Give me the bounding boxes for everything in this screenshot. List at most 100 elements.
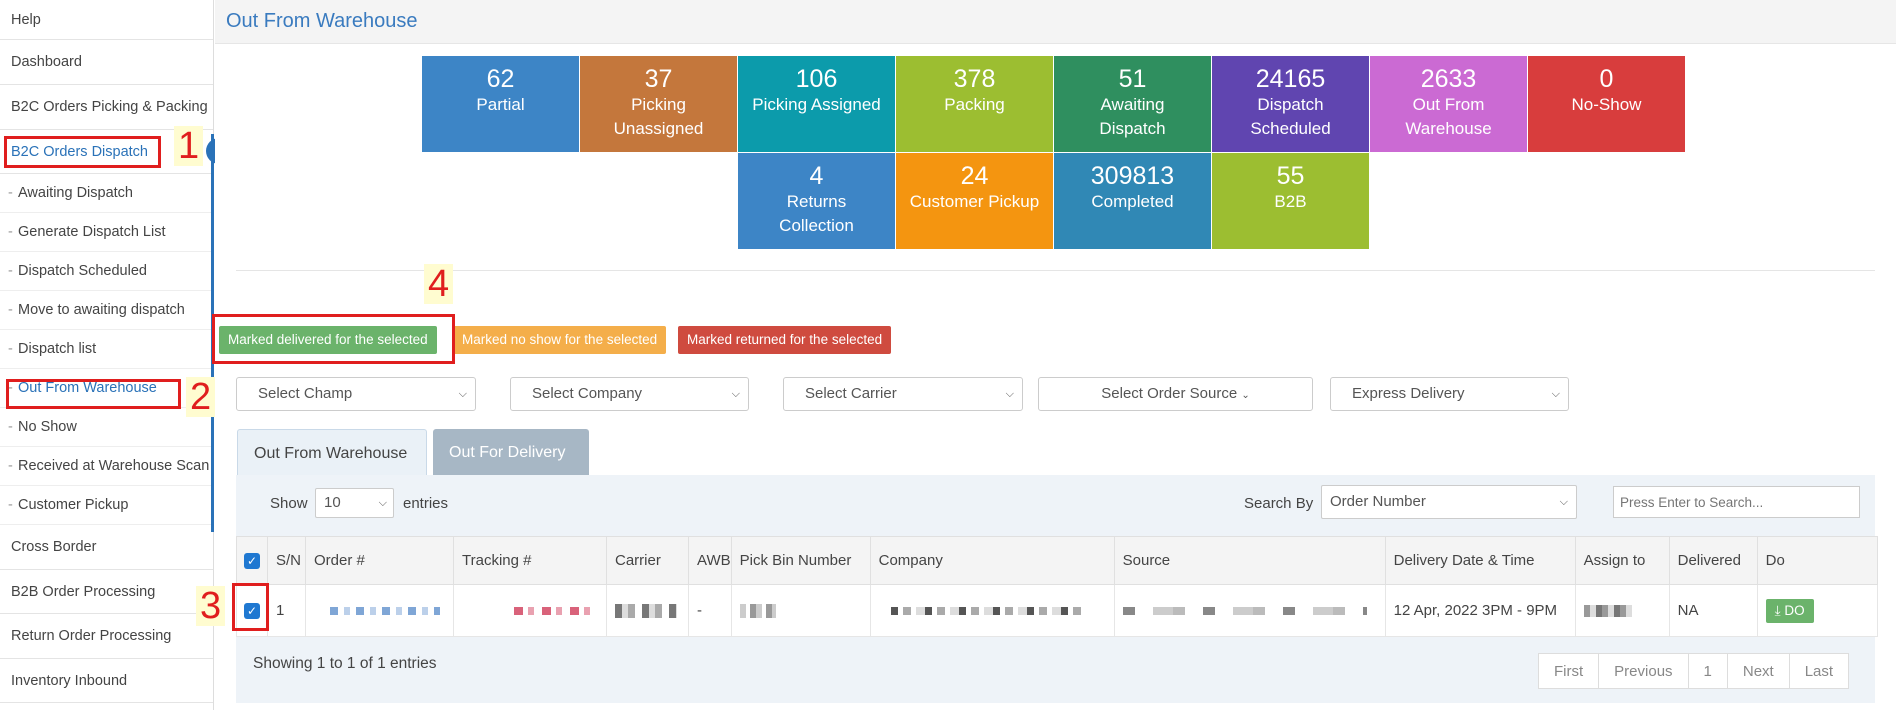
show-label: Show: [270, 495, 308, 512]
annotation-box-2: [6, 379, 181, 409]
select-all-checkbox[interactable]: ✓: [244, 553, 260, 570]
sidebar-sub-awaiting-dispatch[interactable]: Awaiting Dispatch: [0, 174, 213, 213]
status-tile[interactable]: 378 Packing: [896, 56, 1053, 152]
cell-order[interactable]: [305, 584, 454, 637]
page-previous[interactable]: Previous: [1598, 653, 1689, 689]
status-tile[interactable]: 24 Customer Pickup: [896, 153, 1053, 249]
tile-count: 51: [1118, 65, 1147, 93]
annotation-label-3: 3: [196, 586, 226, 626]
entries-select[interactable]: 10 ⌵: [315, 488, 394, 518]
select-company-label: Select Company: [532, 385, 643, 402]
select-carrier-label: Select Carrier: [805, 385, 897, 402]
sidebar-sub-received-scan[interactable]: Received at Warehouse Scan: [0, 447, 213, 486]
do-label: DO: [1784, 602, 1805, 618]
sidebar-sub-no-show[interactable]: No Show: [0, 408, 213, 447]
entries-label: entries: [403, 495, 449, 512]
tile-count: 2633: [1420, 65, 1477, 93]
cell-sn: 1: [267, 584, 306, 637]
tile-count: 24: [960, 162, 989, 190]
mark-no-show-button[interactable]: Marked no show for the selected: [453, 326, 667, 354]
tile-label: Picking: [631, 95, 686, 114]
status-tile[interactable]: 2633 Out From Warehouse: [1370, 56, 1527, 152]
mark-delivered-button[interactable]: Marked delivered for the selected: [219, 326, 437, 354]
col-delivered[interactable]: Delivered: [1668, 536, 1758, 585]
sidebar-item-b2c-picking-packing[interactable]: B2C Orders Picking & Packing: [0, 85, 213, 130]
select-carrier[interactable]: Select Carrier ⌵: [783, 377, 1023, 411]
annotation-box-1: [4, 136, 161, 168]
sidebar-item-inventory-inbound[interactable]: Inventory Inbound: [0, 659, 213, 703]
sidebar-item-help[interactable]: Help: [0, 0, 213, 40]
status-tile[interactable]: 51 Awaiting Dispatch: [1054, 56, 1211, 152]
sidebar: Help Dashboard B2C Orders Picking & Pack…: [0, 0, 220, 710]
cell-do: ⤓ DO: [1756, 584, 1879, 637]
sidebar-sub-dispatch-list[interactable]: Dispatch list: [0, 330, 213, 369]
tile-label-line2: Dispatch: [1099, 119, 1166, 138]
page-1[interactable]: 1: [1687, 653, 1728, 689]
col-pick-bin[interactable]: Pick Bin Number: [730, 536, 871, 585]
cell-carrier: [606, 584, 689, 637]
search-input[interactable]: [1613, 486, 1860, 518]
sidebar-sub-move-to-awaiting[interactable]: Move to awaiting dispatch: [0, 291, 213, 330]
tab-out-for-delivery[interactable]: Out For Delivery: [433, 429, 589, 476]
sidebar-sub-customer-pickup[interactable]: Customer Pickup: [0, 486, 213, 525]
annotation-label-4: 4: [424, 264, 454, 304]
chevron-down-icon: ⌵: [1005, 388, 1014, 400]
cell-tracking[interactable]: [453, 584, 607, 637]
select-company[interactable]: Select Company ⌵: [510, 377, 749, 411]
tab-out-from-warehouse[interactable]: Out From Warehouse: [237, 429, 427, 476]
select-order-source[interactable]: Select Order Source ⌄: [1038, 377, 1313, 411]
select-champ[interactable]: Select Champ ⌵: [236, 377, 476, 411]
entries-value: 10: [324, 494, 341, 511]
sidebar-sub-dispatch-scheduled[interactable]: Dispatch Scheduled: [0, 252, 213, 291]
main-content: Out From Warehouse 62 Partial 37 Picking Una…: [215, 0, 1896, 710]
sidebar-sub-generate-dispatch-list[interactable]: Generate Dispatch List: [0, 213, 213, 252]
page-last[interactable]: Last: [1788, 653, 1850, 689]
tile-count: 106: [795, 65, 838, 93]
orders-table: ✓ S/N Order # Tracking # Carrier AWB Pic…: [236, 536, 1879, 637]
tile-label: No-Show: [1571, 95, 1642, 114]
sidebar-item-dashboard[interactable]: Dashboard: [0, 40, 213, 85]
col-do: Do: [1756, 536, 1879, 585]
status-tile[interactable]: 55 B2B: [1212, 153, 1369, 249]
select-express-delivery[interactable]: Express Delivery ⌵: [1330, 377, 1569, 411]
tile-label: Awaiting: [1100, 95, 1165, 114]
col-source[interactable]: Source: [1113, 536, 1386, 585]
annotation-label-1: 1: [174, 126, 204, 166]
status-tile[interactable]: 0 No-Show: [1528, 56, 1685, 152]
search-by-select[interactable]: Order Number ⌵: [1321, 485, 1577, 519]
sidebar-item-b2b-processing[interactable]: B2B Order Processing: [0, 570, 213, 614]
col-sn[interactable]: S/N: [267, 536, 306, 585]
col-carrier[interactable]: Carrier: [606, 536, 689, 585]
col-order[interactable]: Order #: [305, 536, 454, 585]
col-tracking[interactable]: Tracking #: [453, 536, 607, 585]
col-assign-to[interactable]: Assign to: [1574, 536, 1670, 585]
status-tile[interactable]: 4 Returns Collection: [738, 153, 895, 249]
cell-pick-bin: [730, 584, 871, 637]
tile-count: 0: [1599, 65, 1614, 93]
redacted-carrier: [615, 604, 677, 619]
status-tile[interactable]: 106 Picking Assigned: [738, 56, 895, 152]
page-first[interactable]: First: [1538, 653, 1600, 689]
tile-count: 4: [809, 162, 824, 190]
cell-delivery-date: 12 Apr, 2022 3PM - 9PM: [1384, 584, 1576, 637]
select-express-label: Express Delivery: [1352, 385, 1465, 402]
tile-count: 37: [644, 65, 673, 93]
chevron-down-icon: ⌵: [378, 497, 387, 509]
divider: [236, 270, 1875, 271]
col-company[interactable]: Company: [869, 536, 1115, 585]
tile-label: Picking Assigned: [752, 95, 881, 114]
col-awb[interactable]: AWB: [688, 536, 732, 585]
page-next[interactable]: Next: [1726, 653, 1790, 689]
status-tile[interactable]: 309813 Completed: [1054, 153, 1211, 249]
mark-returned-button[interactable]: Marked returned for the selected: [678, 326, 892, 354]
status-tile[interactable]: 62 Partial: [422, 56, 579, 152]
col-delivery-date[interactable]: Delivery Date & Time: [1384, 536, 1576, 585]
sidebar-item-return-processing[interactable]: Return Order Processing: [0, 614, 213, 659]
status-tile[interactable]: 24165 Dispatch Scheduled: [1212, 56, 1369, 152]
status-tile[interactable]: 37 Picking Unassigned: [580, 56, 737, 152]
do-button[interactable]: ⤓ DO: [1765, 598, 1814, 623]
row-checkbox[interactable]: ✓: [244, 603, 260, 620]
sidebar-item-cross-border[interactable]: Cross Border: [0, 525, 213, 570]
tile-label: Out From: [1412, 95, 1485, 114]
tile-label: B2B: [1274, 192, 1307, 211]
